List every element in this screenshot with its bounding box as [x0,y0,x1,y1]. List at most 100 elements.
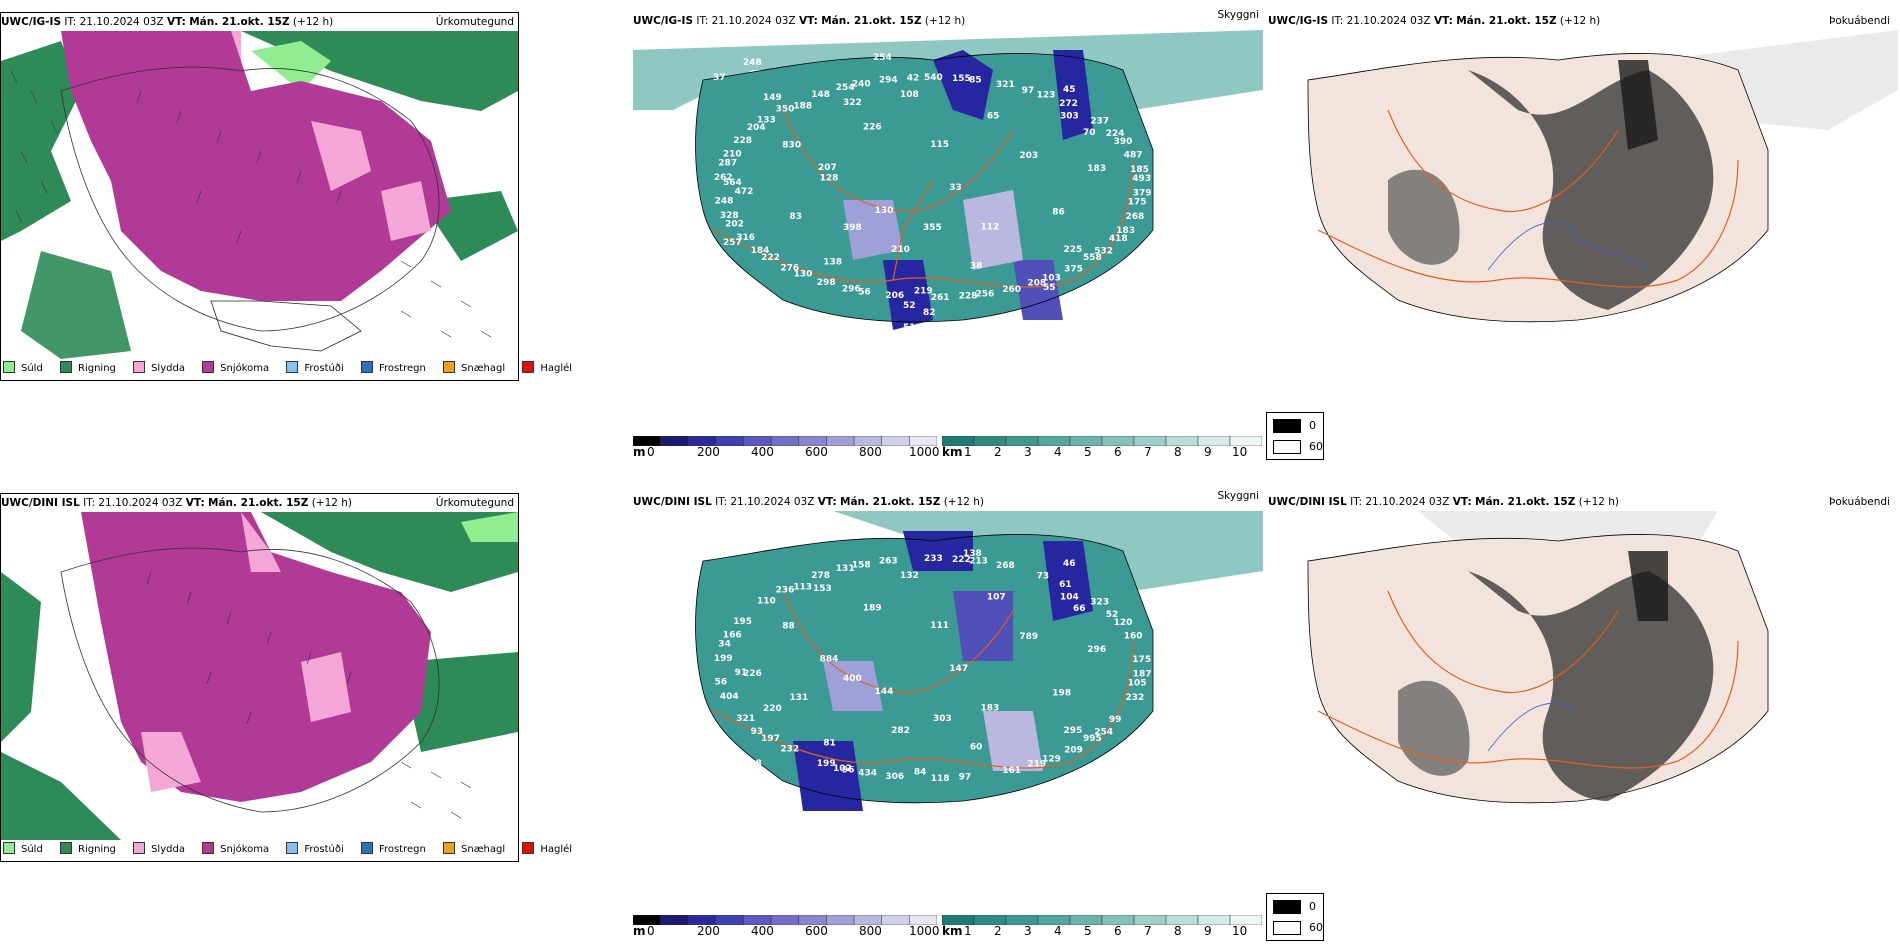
colorbar-tick: 2 [994,445,1002,459]
precip-label: 262 [714,173,733,183]
legend-item: Snjókoma [202,359,269,379]
legend-swatch [3,842,15,854]
precip-label: 195 [733,617,752,627]
precip-label: 110 [757,597,776,607]
svg-text:398: 398 [843,223,862,233]
colorbar-tick: 1000 [909,445,940,459]
precip-label: 328 [720,211,739,221]
legend-swatch [3,361,15,373]
svg-text:45: 45 [1063,85,1076,95]
precip-label: 129 [1042,755,1061,765]
svg-text:257: 257 [723,238,742,248]
init-time: 21.10.2024 03Z [1346,15,1431,27]
valid-time: Mán. 21.okt. 15Z [189,16,290,28]
precip-label: 104 [1060,593,1079,603]
colorbar-tick: 6 [1114,924,1122,938]
legend-swatch [443,361,456,373]
cb-segments [633,436,937,446]
svg-text:138: 138 [963,549,982,559]
precip-label: 294 [879,76,898,86]
colorbar-segment [660,436,689,446]
colorbar-segment [881,915,910,925]
it-label: IT: [83,497,96,509]
legend-swatch [522,842,535,854]
svg-text:82: 82 [923,308,936,318]
legend-swatch [60,361,72,373]
field-name: Þokuábendi [1829,15,1890,27]
model-name: UWC/DINI ISL [1,497,80,509]
precip-label: 97 [1022,86,1035,96]
precip-label: 131 [790,693,809,703]
colorbar-tick: 600 [805,445,828,459]
precip-label: 83 [790,212,803,222]
precip-label: 175 [1128,197,1147,207]
precip-label: 56 [715,678,728,688]
precip-label: 183 [981,703,1000,713]
precip-label: 56 [858,288,871,298]
precip-label: 213 [969,557,988,567]
fog-index-map-bottom [1268,511,1900,831]
lead-time: (+12 h) [1578,496,1620,508]
precip-label: 184 [751,246,770,256]
colorbar-segment [1165,436,1199,446]
colorbar-tick: 200 [697,445,720,459]
precip-label: 282 [891,726,910,736]
precip-label: 248 [715,197,734,207]
precip-label: 222 [761,253,780,263]
colorbar-tick: 8 [1174,924,1182,938]
precip-label: 120 [1114,618,1133,628]
svg-text:102: 102 [833,764,852,774]
precip-label: 199 [714,654,733,664]
colorbar-tick: 3 [1024,924,1032,938]
valid-time: Mán. 21.okt. 15Z [208,497,309,509]
svg-text:220: 220 [763,704,782,714]
precip-label: 276 [780,264,799,274]
visibility-map-top: 37 248 149 322 254 45 70 564 207 257 398… [633,30,1263,350]
colorbar-segment [660,915,689,925]
model-name: UWC/IG-IS [1268,15,1329,27]
colorbar-segment [881,436,910,446]
cloud-base-colorbar-top: m 0 200 400 600 800 1000 [633,436,940,459]
legend-swatch [202,842,215,854]
cloud-base-colorbar-bottom: m 0 200 400 600 800 1000 [633,915,940,938]
fog-key-top: 0 60 [1266,412,1324,460]
precip-label: 130 [875,206,894,216]
legend-item: Frostregn [360,359,426,379]
precip-label: 33 [949,183,962,193]
svg-text:322: 322 [843,98,862,108]
vt-label: VT: [1452,496,1472,508]
precip-label: 158 [852,561,871,571]
precip-label: 65 [987,112,1000,122]
init-time: 21.10.2024 03Z [79,16,164,28]
svg-text:558: 558 [1083,253,1102,263]
precip-label: 298 [817,278,836,288]
valid-time: Mán. 21.okt. 15Z [1475,496,1576,508]
precip-label: 240 [852,80,871,90]
colorbar-segment [1197,915,1231,925]
svg-text:254: 254 [873,53,892,63]
precip-label: 210 [723,150,742,160]
precip-label: 161 [1002,766,1021,776]
precip-label: 487 [1124,151,1143,161]
legend-swatch [286,842,299,854]
precip-label: 88 [782,621,795,631]
precip-label: 133 [757,116,776,126]
precip-label: 532 [1094,247,1113,257]
visibility-colorbar-ramp [942,915,1262,925]
colorbar-segment [909,436,937,446]
precip-label: 418 [1109,234,1128,244]
model-name: UWC/DINI ISL [1268,496,1347,508]
lead-time: (+12 h) [943,496,985,508]
colorbar-tick: 8 [1174,445,1182,459]
fog-key-bottom: 0 60 [1266,893,1324,941]
precip-label: 232 [780,745,799,755]
svg-text:355: 355 [923,223,942,233]
colorbar-tick: 200 [697,924,720,938]
colorbar-segment [770,436,800,446]
model-name: UWC/DINI ISL [633,496,712,508]
precip-label: 175 [1132,655,1151,665]
svg-text:70: 70 [1083,128,1096,138]
precip-label: 131 [836,564,855,574]
precip-label: 884 [820,654,839,664]
legend-item: Snæhagl [443,840,505,860]
